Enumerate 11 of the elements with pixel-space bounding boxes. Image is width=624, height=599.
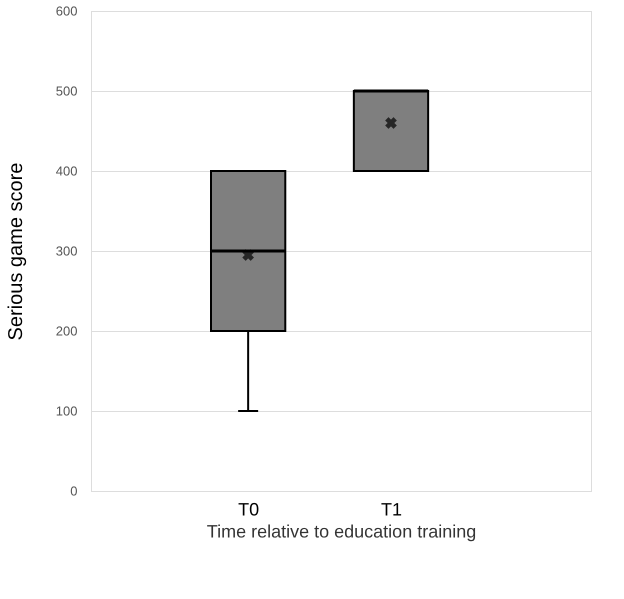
y-tick-label: 200 [56, 324, 78, 338]
x-tick-label: T1 [380, 500, 402, 520]
y-tick-label: 100 [56, 404, 78, 418]
y-axis-title: Serious game score [4, 162, 27, 340]
x-tick-label: T0 [238, 500, 260, 520]
y-tick-label: 600 [56, 4, 78, 18]
y-tick-label: 300 [56, 244, 78, 258]
y-tick-label: 0 [70, 484, 78, 498]
y-tick-label: 500 [56, 84, 78, 98]
x-axis-title: Time relative to education training [206, 522, 476, 542]
y-tick-label: 400 [56, 164, 78, 178]
